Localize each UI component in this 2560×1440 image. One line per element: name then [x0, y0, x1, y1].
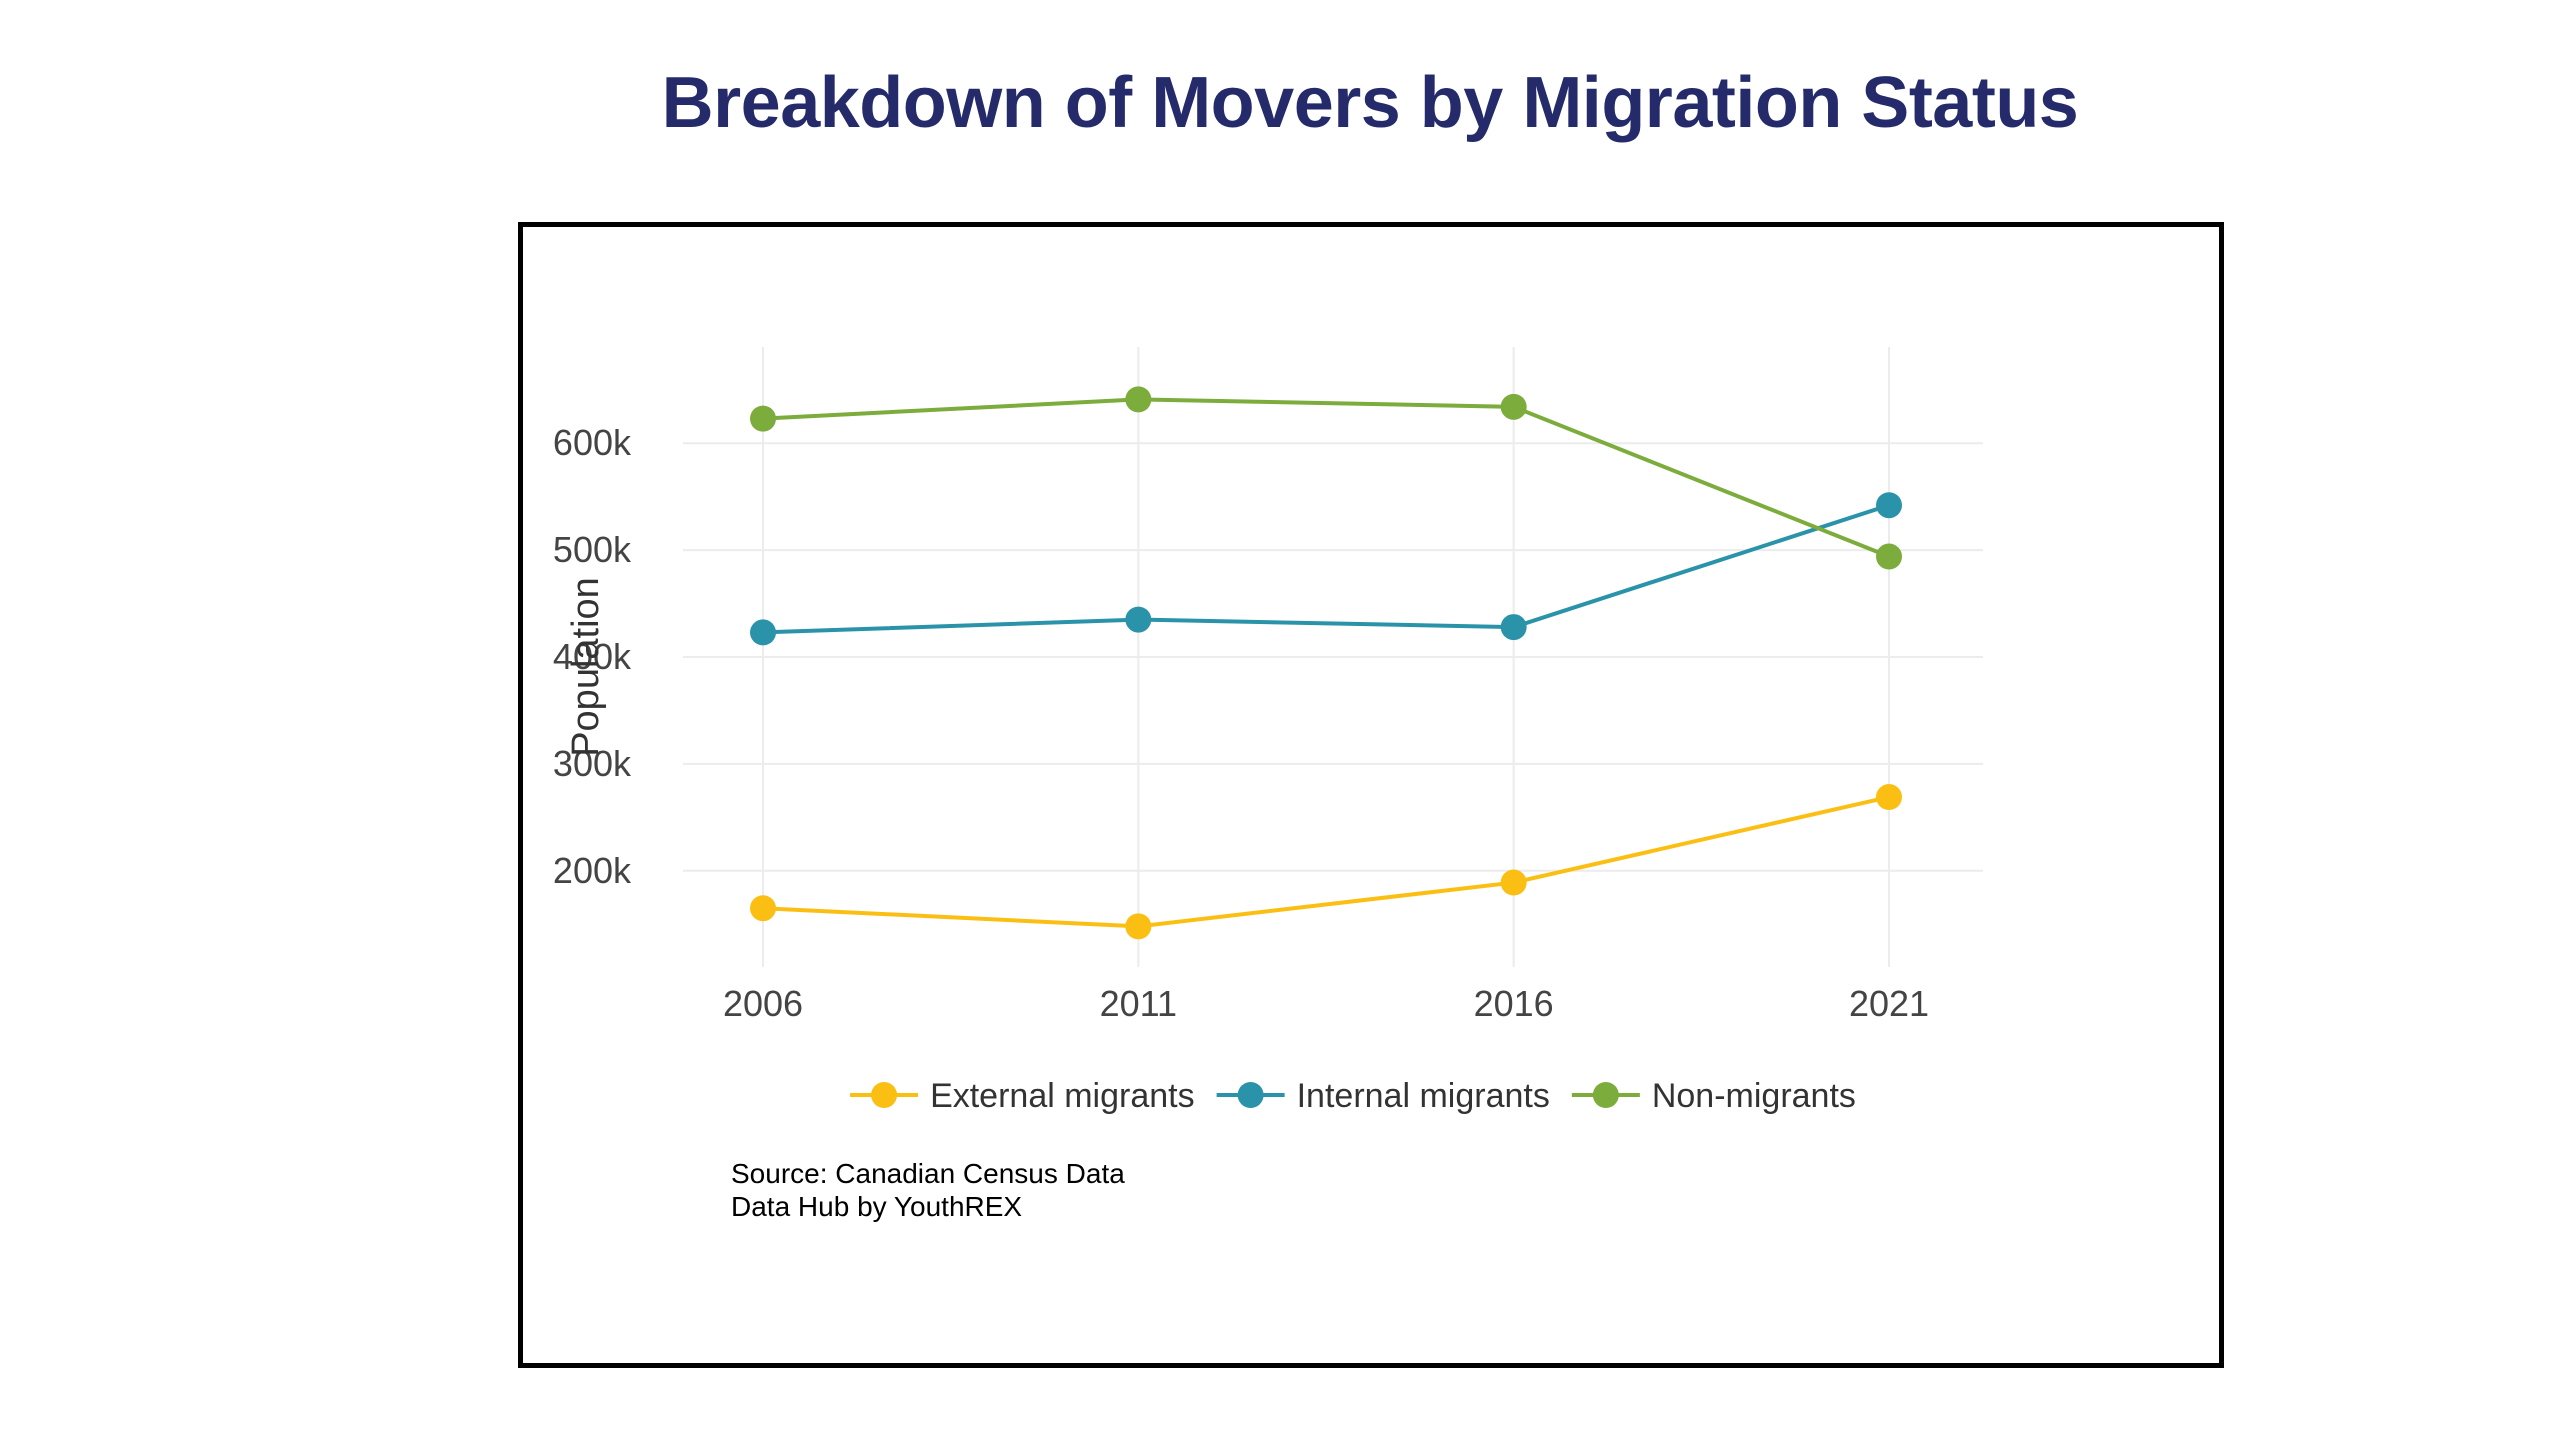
data-point [1876, 543, 1902, 570]
data-point [1125, 386, 1152, 413]
y-tick-label: 300k [553, 743, 632, 784]
y-axis-ticks: 200k 300k 400k 500k 600k [553, 422, 632, 891]
grid-lines [683, 347, 1983, 967]
credit-line: Data Hub by YouthREX [731, 1191, 1023, 1222]
data-point [1876, 784, 1902, 811]
data-point [1125, 606, 1152, 633]
data-point [1500, 614, 1527, 641]
source-note: Source: Canadian Census Data Data Hub by… [731, 1157, 1125, 1223]
series-lines [762, 397, 1890, 929]
series-line [762, 503, 1890, 635]
data-point [1125, 913, 1152, 940]
y-tick-label: 500k [553, 529, 632, 570]
x-tick-label: 2016 [1474, 983, 1554, 1024]
series-line [762, 397, 1890, 559]
x-tick-label: 2006 [723, 983, 803, 1024]
legend-marker [871, 1082, 898, 1108]
series-line [762, 795, 1890, 929]
source-line: Source: Canadian Census Data [731, 1158, 1125, 1189]
x-axis-ticks: 2006 2011 2016 2021 [723, 983, 1929, 1024]
chart-frame: 200k 300k 400k 500k 600k 2006 2011 2016 2021 Po… [518, 222, 2224, 1368]
data-point [1500, 869, 1527, 896]
x-tick-label: 2021 [1849, 983, 1929, 1024]
data-point [750, 405, 776, 432]
legend-label: Non-migrants [1652, 1077, 1856, 1115]
legend-marker [1592, 1082, 1619, 1108]
series-points [750, 386, 1902, 940]
page-title: Breakdown of Movers by Migration Status [661, 63, 2079, 143]
legend-marker [1237, 1082, 1264, 1108]
data-point [750, 619, 776, 646]
y-tick-label: 200k [553, 850, 632, 891]
data-point [750, 895, 776, 922]
legend-label: External migrants [930, 1077, 1195, 1115]
y-axis-label: Population [565, 577, 607, 757]
y-tick-label: 600k [553, 422, 632, 463]
legend-label: Internal migrants [1297, 1077, 1550, 1115]
legend: External migrants Internal migrants Non-mi… [850, 1077, 1856, 1115]
y-tick-label: 400k [553, 636, 632, 677]
line-chart: 200k 300k 400k 500k 600k 2006 2011 2016 2021 Po… [553, 347, 1983, 1115]
x-tick-label: 2011 [1100, 983, 1177, 1024]
data-point [1500, 393, 1527, 420]
data-point [1876, 492, 1902, 519]
